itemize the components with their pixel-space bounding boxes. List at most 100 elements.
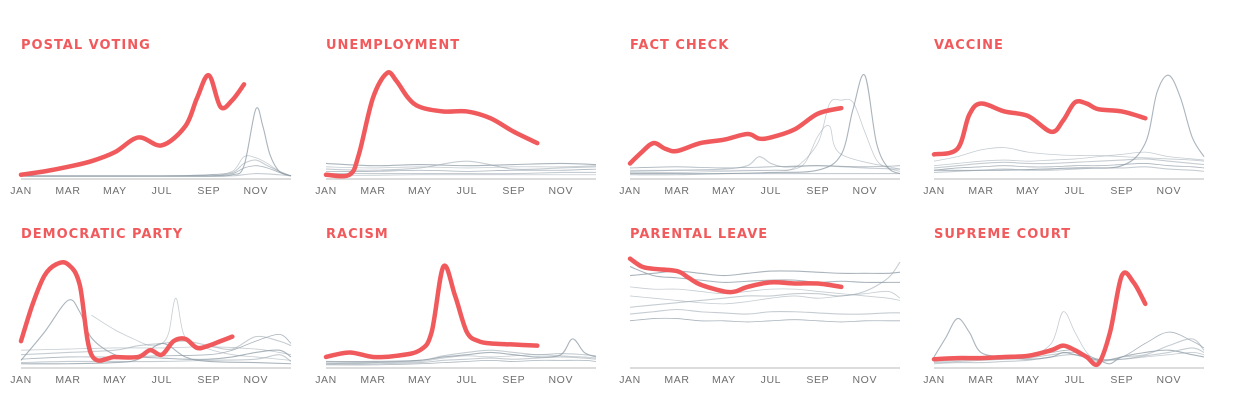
x-tick-label: MAR [968,374,993,386]
chart-title: DEMOCRATIC PARTY [21,227,184,242]
line-chart: JAN MAR MAY JUL SEP NOV [923,270,1205,386]
background-series-line [629,172,900,176]
x-tick-label: JUL [761,185,781,197]
x-tick-label: NOV [853,185,878,197]
chart-panel: UNEMPLOYMENT JAN MAR MAY JUL SEP NOV [315,38,616,208]
x-tick-label: JUL [152,185,172,197]
x-tick-label: SEP [197,374,220,386]
x-tick-label: NOV [244,374,269,386]
background-series-line [325,168,597,172]
highlight-series-line [627,105,844,166]
chart-panel: RACISM JAN MAR MAY JUL SEP NOV [315,227,616,397]
background-series-line [629,286,901,301]
x-tick-label: MAY [712,374,736,386]
background-series-line [325,354,597,364]
highlight-series-line [627,256,844,295]
line-chart: JAN MAR MAY JUL SEP NOV [315,70,597,197]
background-series-line [325,356,597,365]
background-series-line [933,163,1205,171]
chart-title: RACISM [326,227,389,242]
x-tick-label: MAR [664,374,689,386]
background-series-line [325,359,597,366]
background-series-line [20,299,292,361]
background-series-line [629,290,901,305]
background-series-line [933,311,1205,362]
highlight-series-line [18,73,247,177]
x-tick-label: JAN [619,185,641,197]
line-chart: JAN MAR MAY JUL SEP NOV [10,260,292,386]
background-series-line [20,346,292,356]
x-tick-label: MAY [408,185,432,197]
x-tick-label: SEP [806,374,829,386]
chart-panel: DEMOCRATIC PARTY JAN MAR MAY JUL SEP NOV [10,227,311,397]
x-tick-label: MAY [1016,185,1040,197]
background-series-line [20,354,292,364]
background-series-line [91,297,292,361]
x-tick-label: JAN [10,374,32,386]
x-tick-label: MAR [55,374,80,386]
x-tick-label: MAY [712,185,736,197]
chart-title: VACCINE [934,38,1004,53]
background-series-line [326,171,597,175]
x-tick-label: SEP [502,374,525,386]
x-tick-label: SEP [197,185,220,197]
chart-panel: SUPREME COURT JAN MAR MAY JUL SEP NOV [923,227,1224,397]
x-tick-label: NOV [1157,185,1182,197]
x-tick-label: JUL [1065,185,1085,197]
background-series-line [629,266,900,284]
x-tick-label: JUL [1065,374,1085,386]
highlight-series-line [931,98,1148,157]
background-series-line [629,98,901,173]
background-series-line [933,147,1205,162]
background-series-line [325,162,597,167]
x-tick-label: JUL [457,185,477,197]
background-series-line [325,338,597,363]
background-series-line [629,308,901,315]
chart-title: FACT CHECK [630,38,730,53]
x-tick-label: JAN [315,374,337,386]
x-tick-label: SEP [1110,185,1133,197]
line-chart: JAN MAR MAY JUL SEP NOV [619,74,901,197]
x-tick-label: JAN [315,185,337,197]
chart-title: PARENTAL LEAVE [630,227,769,242]
background-series-line [20,333,292,360]
x-tick-label: SEP [806,185,829,197]
background-series-line [933,74,1205,171]
x-tick-label: JAN [10,185,32,197]
background-series-line [630,125,901,171]
highlight-series-line [323,70,540,179]
background-series-line [325,174,596,176]
background-series-line [20,173,292,178]
line-chart: JAN MAR MAY JUL SEP NOV [619,256,901,386]
chart-panel: POSTAL VOTING JAN MAR MAY JUL SEP NOV [10,38,311,208]
chart-title: SUPREME COURT [934,227,1072,242]
x-tick-label: NOV [549,185,574,197]
x-tick-label: MAR [360,374,385,386]
x-tick-label: SEP [502,185,525,197]
x-tick-label: JUL [152,374,172,386]
x-tick-label: NOV [549,374,574,386]
x-tick-label: SEP [1110,374,1133,386]
background-series-line [21,107,292,177]
background-series-line [325,165,597,169]
highlight-series-line [18,260,235,363]
chart-title: UNEMPLOYMENT [326,38,461,53]
x-tick-label: JUL [761,374,781,386]
x-tick-label: MAR [664,185,689,197]
background-series-line [933,166,1205,174]
background-series-line [933,158,1205,169]
line-chart: JAN MAR MAY JUL SEP NOV [315,263,597,386]
x-tick-label: MAY [408,374,432,386]
background-series-line [629,317,900,323]
background-series-line [21,165,292,177]
x-tick-label: JUL [457,374,477,386]
x-tick-label: MAR [360,185,385,197]
x-tick-label: NOV [244,185,269,197]
background-series-line [629,261,901,308]
highlight-series-line [931,270,1148,367]
chart-panel: FACT CHECK JAN MAR MAY JUL SEP NOV [619,38,920,208]
x-tick-label: NOV [853,374,878,386]
chart-panel: VACCINE JAN MAR MAY JUL SEP NOV [923,38,1224,208]
x-tick-label: MAY [1016,374,1040,386]
chart-title: POSTAL VOTING [21,38,151,53]
